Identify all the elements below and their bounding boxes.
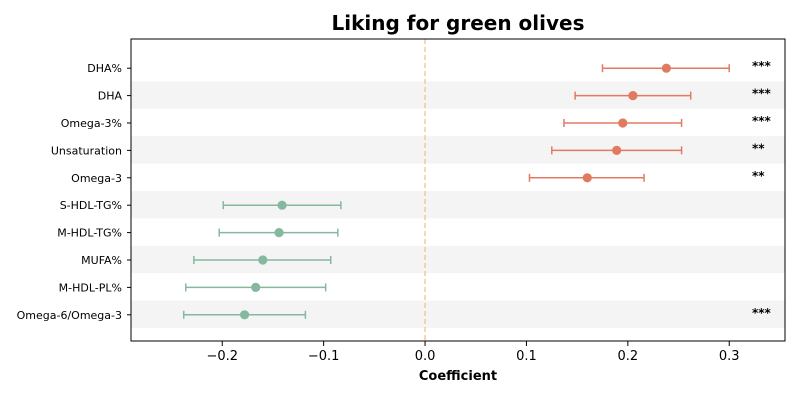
estimate-point	[258, 255, 268, 265]
significance-markers: ****************	[752, 59, 772, 320]
y-tick-label: M-HDL-TG%	[57, 227, 122, 240]
significance-label: **	[752, 169, 765, 183]
y-tick-label: Unsaturation	[51, 144, 122, 157]
estimate-point	[274, 228, 284, 238]
x-axis-ticks: −0.2 −0.1 0.0 0.1 0.2 0.3	[206, 341, 740, 364]
estimate-points	[239, 63, 671, 320]
estimate-point	[251, 282, 261, 292]
y-tick-label: DHA%	[87, 62, 122, 75]
x-tick-label: 0.2	[617, 349, 638, 364]
estimate-point	[618, 118, 628, 128]
y-tick-label: MUFA%	[81, 254, 122, 267]
significance-label: **	[752, 141, 765, 155]
estimate-point	[628, 91, 638, 101]
plot-frame	[130, 38, 786, 342]
y-axis-ticks: DHA% DHA Omega-3% Unsaturation Omega-3 S-HDL-…	[17, 62, 131, 322]
estimate-point	[239, 310, 250, 320]
x-tick-label: 0.0	[415, 349, 436, 364]
estimate-point	[661, 63, 671, 73]
y-tick-label: Omega-3	[71, 172, 122, 185]
significance-label: ***	[752, 87, 772, 101]
x-tick-label: 0.3	[719, 349, 740, 364]
estimate-point	[612, 145, 622, 155]
x-tick-label: −0.2	[206, 349, 238, 364]
estimate-point	[582, 173, 592, 183]
y-tick-label: Omega-6/Omega-3	[17, 309, 122, 322]
y-tick-label: M-HDL-PL%	[59, 281, 122, 294]
significance-label: ***	[752, 114, 772, 128]
estimate-point	[277, 200, 287, 210]
row-band	[131, 136, 785, 164]
x-axis-label: Coefficient	[419, 369, 497, 384]
y-tick-label: DHA	[98, 90, 123, 103]
significance-label: ***	[752, 306, 772, 320]
x-tick-label: 0.1	[516, 349, 537, 364]
chart-title: Liking for green olives	[331, 11, 584, 35]
x-tick-label: −0.1	[308, 349, 340, 364]
y-tick-label: S-HDL-TG%	[60, 199, 122, 212]
significance-label: ***	[752, 59, 772, 73]
y-tick-label: Omega-3%	[61, 117, 122, 130]
